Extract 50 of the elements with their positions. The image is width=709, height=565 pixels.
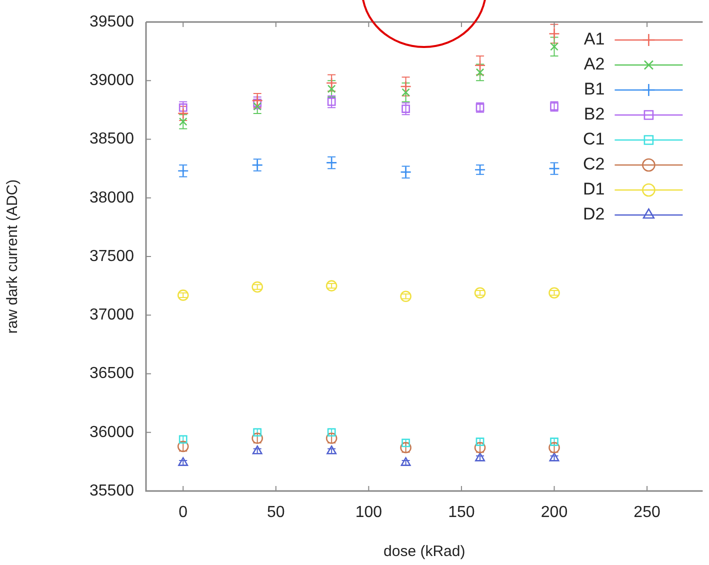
point xyxy=(252,445,262,454)
y-tick-label: 36500 xyxy=(90,365,134,382)
legend-label: D1 xyxy=(582,180,605,199)
point xyxy=(550,42,558,51)
point xyxy=(178,117,188,126)
point xyxy=(326,445,337,454)
point xyxy=(178,457,188,466)
point xyxy=(400,290,412,302)
point xyxy=(252,94,263,106)
x-tick-label: 200 xyxy=(540,504,568,522)
legend-label: B2 xyxy=(584,104,605,124)
y-tick-label: 38500 xyxy=(90,130,134,148)
legend-label: D2 xyxy=(582,204,605,224)
x-tick-label: 150 xyxy=(448,504,475,522)
point xyxy=(549,452,560,462)
y-tick-label: 35500 xyxy=(90,482,134,500)
y-tick-label: 38000 xyxy=(90,189,134,206)
y-tick-label: 37500 xyxy=(90,248,134,265)
y-tick-label: 36000 xyxy=(90,424,134,441)
legend-label: A2 xyxy=(584,54,605,74)
point xyxy=(475,452,485,462)
x-tick-label: 250 xyxy=(634,504,660,522)
legend-label: C2 xyxy=(582,154,605,174)
point xyxy=(474,287,486,298)
point xyxy=(252,281,263,293)
legend-label: B1 xyxy=(584,80,605,99)
point xyxy=(548,287,560,298)
y-axis-title: raw dark current (ADC) xyxy=(4,179,22,334)
point xyxy=(177,290,189,301)
point xyxy=(177,440,189,452)
point xyxy=(253,102,262,111)
legend-label: A1 xyxy=(584,30,605,49)
point xyxy=(327,84,336,94)
y-tick-label: 37000 xyxy=(90,306,134,324)
point xyxy=(400,457,411,466)
point xyxy=(326,77,338,89)
point xyxy=(474,60,486,72)
point xyxy=(548,28,560,40)
x-tick-label: 0 xyxy=(178,504,188,522)
point xyxy=(402,88,410,97)
x-tick-label: 50 xyxy=(267,504,285,522)
point xyxy=(476,68,484,77)
y-tick-label: 39500 xyxy=(90,13,134,30)
point xyxy=(326,280,338,292)
legend-label: C1 xyxy=(582,130,605,149)
y-tick-label: 39000 xyxy=(90,72,134,90)
point xyxy=(177,108,189,120)
point xyxy=(400,80,412,92)
x-tick-label: 100 xyxy=(355,504,382,522)
x-axis-title: dose (kRad) xyxy=(384,543,466,560)
